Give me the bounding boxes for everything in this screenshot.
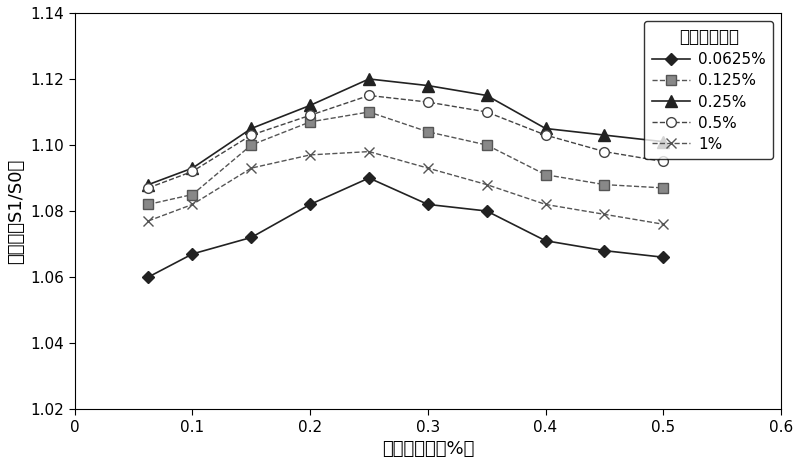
0.5% [599,149,609,154]
0.25% [188,166,198,171]
1% [188,202,198,207]
Line: 0.0625%: 0.0625% [144,174,667,281]
0.125% [306,119,315,125]
0.25% [599,133,609,138]
0.5% [364,93,374,98]
0.25% [246,126,256,131]
0.5% [541,133,550,138]
0.0625% [482,208,491,214]
1% [541,202,550,207]
X-axis label: 纳米粒浓度（%）: 纳米粒浓度（%） [382,440,474,458]
0.125% [658,185,668,191]
1% [143,218,153,224]
0.25% [423,83,433,88]
0.25% [482,93,491,98]
0.25% [541,126,550,131]
0.0625% [143,274,153,280]
Legend: 0.0625%, 0.125%, 0.25%, 0.5%, 1%: 0.0625%, 0.125%, 0.25%, 0.5%, 1% [645,20,774,159]
0.0625% [599,248,609,253]
1% [658,221,668,227]
0.0625% [246,235,256,240]
1% [599,212,609,217]
0.25% [364,76,374,82]
0.0625% [658,254,668,260]
0.0625% [423,202,433,207]
Line: 0.125%: 0.125% [143,107,668,209]
0.125% [482,142,491,148]
0.125% [143,202,153,207]
0.5% [306,113,315,118]
0.125% [188,192,198,197]
0.25% [143,182,153,187]
0.5% [188,169,198,174]
Y-axis label: 信噪比（S1/S0）: 信噪比（S1/S0） [7,159,25,264]
1% [482,182,491,187]
0.5% [658,159,668,164]
0.125% [246,142,256,148]
1% [423,166,433,171]
0.125% [541,172,550,178]
Line: 0.25%: 0.25% [142,73,669,190]
0.25% [658,139,668,145]
0.5% [423,100,433,105]
0.0625% [364,175,374,181]
0.5% [246,133,256,138]
1% [306,152,315,158]
1% [246,166,256,171]
0.5% [143,185,153,191]
0.125% [423,129,433,134]
0.125% [599,182,609,187]
0.5% [482,109,491,115]
Line: 0.5%: 0.5% [143,91,668,193]
0.0625% [188,251,198,257]
0.0625% [541,238,550,244]
0.0625% [306,202,315,207]
1% [364,149,374,154]
Line: 1%: 1% [143,147,668,229]
0.25% [306,103,315,108]
0.125% [364,109,374,115]
